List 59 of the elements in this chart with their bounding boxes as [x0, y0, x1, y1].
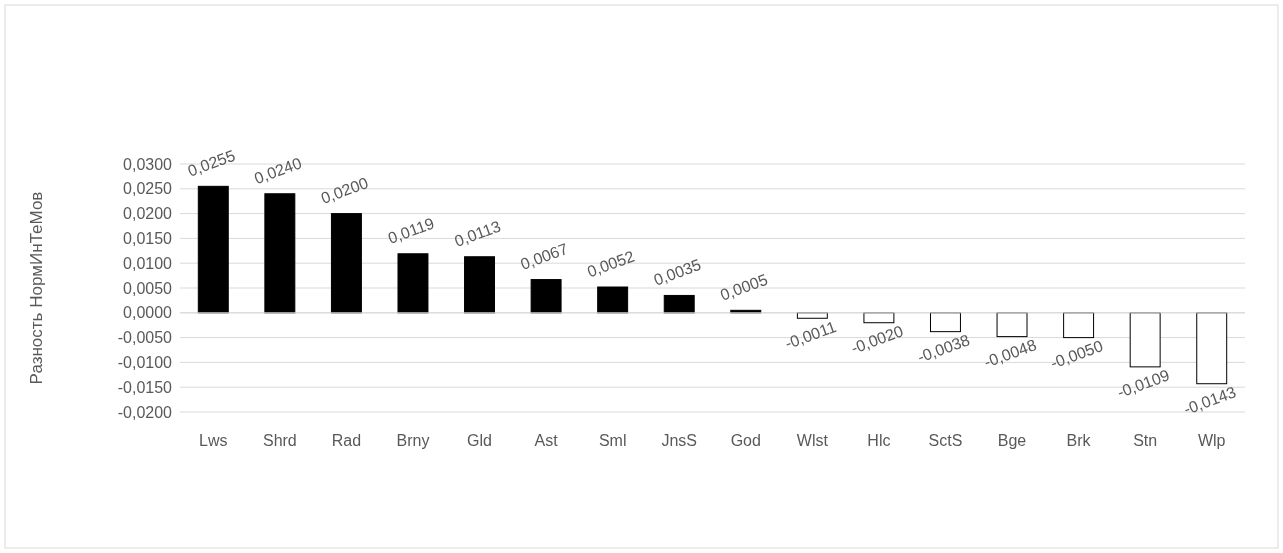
bar [197, 185, 229, 314]
data-label: 0,0005 [718, 270, 770, 304]
bar [597, 286, 629, 314]
bar [397, 253, 429, 314]
x-tick-label: Brk [1066, 432, 1092, 450]
y-tick-label: 0,0050 [123, 279, 173, 297]
data-label: -0,0038 [915, 331, 973, 366]
y-tick-label: 0,0150 [123, 230, 173, 248]
y-tick-label: -0,0200 [117, 403, 173, 421]
x-tick-label: Sml [598, 432, 627, 450]
y-axis-title: Разность НормИнТеМов [27, 191, 46, 385]
data-label: 0,0113 [452, 217, 504, 250]
y-tick-label: 0,0200 [123, 205, 173, 223]
bar [996, 312, 1028, 338]
bar [264, 193, 296, 314]
x-tick-label: Shrd [262, 432, 297, 450]
data-label: -0,0143 [1181, 383, 1239, 418]
x-tick-label: Rad [331, 432, 362, 450]
data-label: -0,0048 [981, 336, 1039, 371]
y-tick-label: 0,0250 [123, 180, 173, 198]
y-tick-label: 0,0100 [123, 254, 173, 272]
y-tick-label: -0,0050 [117, 329, 173, 347]
data-label: 0,0255 [185, 146, 238, 180]
y-tick-label: -0,0100 [117, 354, 173, 372]
x-tick-label: Ast [534, 432, 559, 450]
bar [464, 256, 496, 314]
x-tick-label: Wlp [1197, 432, 1226, 450]
data-label: -0,0050 [1048, 337, 1106, 372]
bar [863, 312, 895, 324]
data-label: 0,0052 [584, 247, 637, 281]
bar [1063, 312, 1095, 339]
x-tick-label: Hlc [867, 432, 891, 450]
data-label: 0,0035 [651, 255, 704, 289]
x-tick-label: SctS [928, 432, 963, 450]
data-label: -0,0109 [1114, 366, 1172, 401]
y-tick-label: 0,0300 [123, 155, 173, 173]
y-tick-label: 0,0000 [123, 304, 173, 322]
data-label: 0,0119 [385, 214, 437, 247]
data-label: -0,0011 [782, 317, 839, 353]
data-label: 0,0067 [518, 240, 571, 273]
x-tick-label: Brny [396, 432, 430, 450]
y-tick-label: -0,0150 [117, 378, 173, 396]
data-label: 0,0240 [252, 154, 304, 187]
x-tick-label: Bge [997, 432, 1027, 450]
x-tick-label: Lws [199, 432, 228, 450]
bar [929, 312, 961, 333]
x-tick-label: Wlst [796, 432, 829, 450]
data-label: 0,0200 [318, 174, 371, 207]
bar [1196, 312, 1228, 385]
x-tick-label: God [730, 432, 761, 450]
x-tick-label: Stn [1133, 432, 1158, 450]
bar [530, 279, 562, 314]
x-tick-label: Gld [467, 432, 492, 450]
x-tick-label: JnsS [661, 432, 698, 450]
data-label: -0,0020 [848, 322, 906, 357]
bar [796, 312, 828, 319]
bar [663, 294, 695, 314]
bar [1129, 312, 1161, 368]
bar [330, 213, 362, 314]
